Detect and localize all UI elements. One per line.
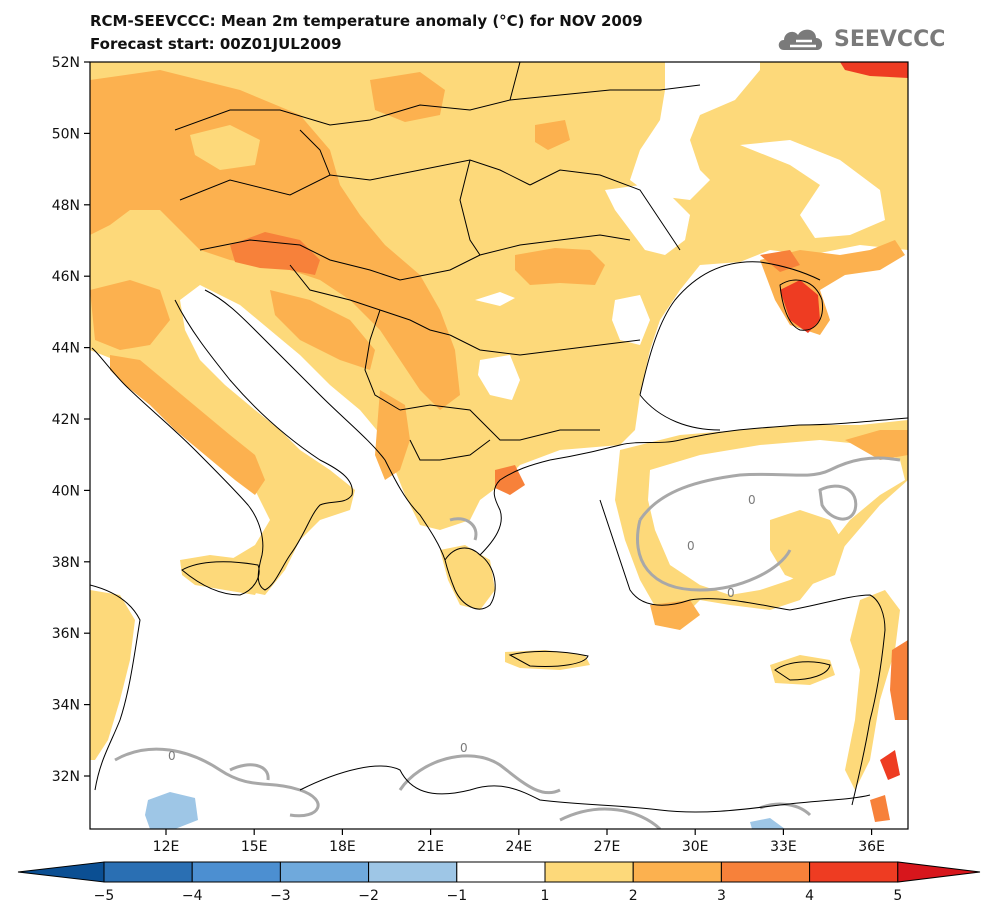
colorbar-label: 4: [805, 888, 814, 904]
colorbar-arrow-left: [17, 861, 105, 883]
colorbar-segment: [191, 861, 281, 883]
anomaly-region-1-2-anatolia-east: [770, 510, 845, 585]
colorbar-label: −3: [270, 888, 291, 904]
anomaly-region-1-2-peloponnese: [440, 545, 495, 610]
zero-contours: [114, 456, 901, 829]
lat-label: 46N: [52, 269, 80, 285]
neutral-patch-balkans: [612, 295, 650, 345]
neutral-patch-romania-east: [605, 185, 690, 255]
contour-label: 0: [168, 749, 176, 763]
neutral-patch-bulgaria: [478, 355, 520, 400]
anomaly-region-2-3-bosnia: [270, 290, 375, 370]
latitude-axis: 52N 50N 48N 46N 44N 42N 40N 38N 36N 34N 32N: [52, 55, 90, 785]
anomaly-region-1-2-sicily: [180, 555, 265, 595]
colorbar-label: 3: [717, 888, 726, 904]
colorbar-segment: [544, 861, 634, 883]
contour-label: 0: [748, 493, 756, 507]
lat-label: 34N: [52, 698, 80, 714]
anomaly-region-2-3-west-coast: [90, 280, 170, 350]
lat-label: 40N: [52, 483, 80, 499]
lat-label: 32N: [52, 769, 80, 785]
lat-label: 44N: [52, 341, 80, 357]
forecast-start: Forecast start: 00Z01JUL2009: [90, 35, 342, 53]
lon-label: 15E: [241, 839, 268, 855]
anomaly-region-3-4-austria: [230, 232, 320, 275]
colorbar-segment: [103, 861, 193, 883]
anomaly-region-2-3-romania: [515, 248, 605, 285]
colorbar-label: −2: [358, 888, 379, 904]
lat-label: 38N: [52, 555, 80, 571]
anomaly-region-2-3-turkey-east: [845, 430, 908, 460]
neutral-patch-small: [475, 292, 515, 306]
colorbar-label: 5: [893, 888, 902, 904]
colorbar-label: 1: [541, 888, 550, 904]
lat-label: 48N: [52, 198, 80, 214]
anomaly-region-cold-libya: [145, 792, 198, 829]
colorbar-label: −1: [446, 888, 467, 904]
colorbar-segment: [279, 861, 370, 883]
anomaly-region-1-2-levant: [845, 590, 900, 790]
logo-text: SEEVCCC: [834, 26, 946, 52]
lon-label: 21E: [417, 839, 444, 855]
coastlines-borders: [90, 62, 908, 813]
anomaly-region-2-3-lviv: [535, 120, 570, 150]
lon-label: 18E: [329, 839, 356, 855]
colorbar-segment: [809, 861, 899, 883]
lon-label: 27E: [594, 839, 621, 855]
colorbar-label: −4: [182, 888, 203, 904]
anomaly-region-2-3-germany-hole: [190, 125, 260, 170]
longitude-axis: 12E 15E 18E 21E 24E 27E 30E 33E 36E: [153, 829, 885, 855]
anomaly-region-2-3-turkey-se: [650, 600, 700, 630]
anomaly-region-2-3-greece: [375, 390, 410, 480]
anomaly-region-3-4-azov: [760, 250, 800, 272]
neutral-patch-east: [740, 140, 885, 238]
colorbar-label: −5: [94, 888, 115, 904]
colorbar-segment: [632, 861, 722, 883]
colorbar-label: 2: [629, 888, 638, 904]
anomaly-region-3-4-levant: [890, 640, 908, 720]
lat-label: 52N: [52, 55, 80, 71]
anomaly-region-3-4-ne: [840, 62, 908, 78]
lon-label: 36E: [858, 839, 885, 855]
contour-label: 0: [460, 741, 468, 755]
contour-labels: 0 0 0 0 0: [168, 493, 756, 763]
anomaly-region-3-4-thessaloniki: [495, 465, 525, 495]
colorbar-segment: [720, 861, 811, 883]
lat-label: 50N: [52, 126, 80, 142]
lat-label: 36N: [52, 626, 80, 642]
lon-label: 12E: [153, 839, 180, 855]
lon-label: 33E: [770, 839, 797, 855]
anomaly-region-2-3-poland: [370, 72, 445, 122]
lon-label: 30E: [682, 839, 709, 855]
lat-label: 42N: [52, 412, 80, 428]
colorbar-segment: [456, 861, 546, 883]
lon-label: 24E: [505, 839, 532, 855]
neutral-patch-ukraine: [630, 62, 760, 200]
anomaly-region-3-4-se-corner: [870, 795, 890, 822]
map-title: RCM-SEEVCCC: Mean 2m temperature anomaly…: [90, 12, 643, 30]
seevccc-logo: SEEVCCC: [776, 22, 945, 56]
colorbar-arrow-right: [897, 861, 981, 883]
anomaly-region-2-3-italy: [110, 355, 265, 495]
colorbar-segment: [368, 861, 458, 883]
cloud-logo-icon: [778, 29, 823, 50]
anomaly-region-3-4-sinai: [880, 750, 900, 780]
contour-label: 0: [687, 539, 695, 553]
anomaly-region-cold-egypt: [750, 818, 785, 829]
contour-label: 0: [727, 586, 735, 600]
map-frame: [89, 61, 909, 830]
anomaly-region-1-2-tunisia: [90, 590, 135, 760]
